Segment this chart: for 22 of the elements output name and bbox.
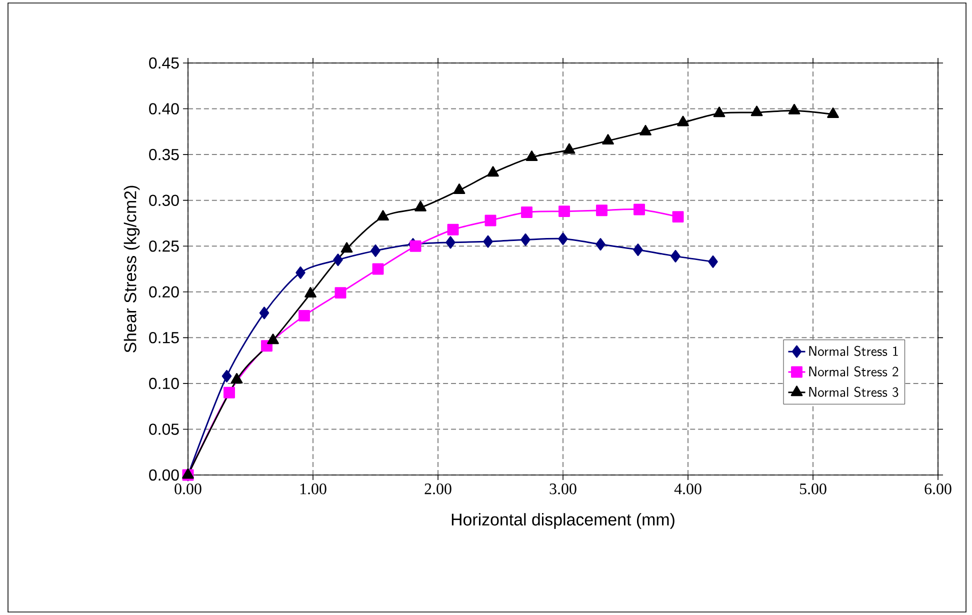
x-axis-title: Horizontal displacement (mm) — [452, 513, 674, 529]
legend-label: Normal Stress 3 — [809, 386, 898, 397]
y-tick-label: 0.05 — [149, 424, 179, 435]
y-tick-label: 0.30 — [149, 194, 179, 206]
y-tick-label: 0.00 — [149, 469, 179, 481]
y-tick-label: 0.15 — [149, 332, 179, 344]
y-tick-label: 0.40 — [149, 103, 179, 114]
y-axis-title: Shear Stress (kg/cm2) — [124, 186, 140, 352]
x-tick-label: 4.00 — [674, 484, 702, 494]
legend-label: Normal Stress 1 — [809, 346, 898, 356]
x-tick-label: 0.00 — [174, 484, 202, 494]
x-tick-label: 2.00 — [424, 484, 452, 494]
y-tick-label: 0.20 — [149, 286, 179, 298]
y-tick-label: 0.45 — [149, 57, 179, 69]
legend-label: Normal Stress 2 — [809, 366, 898, 377]
x-tick-label: 6.00 — [924, 484, 952, 494]
y-tick-label: 0.10 — [149, 378, 179, 390]
x-tick-label: 5.00 — [800, 484, 826, 494]
y-tick-label: 0.35 — [149, 148, 179, 160]
x-tick-label: 1.00 — [300, 484, 326, 494]
x-tick-label: 3.00 — [550, 484, 576, 494]
y-tick-label: 0.25 — [149, 240, 179, 252]
